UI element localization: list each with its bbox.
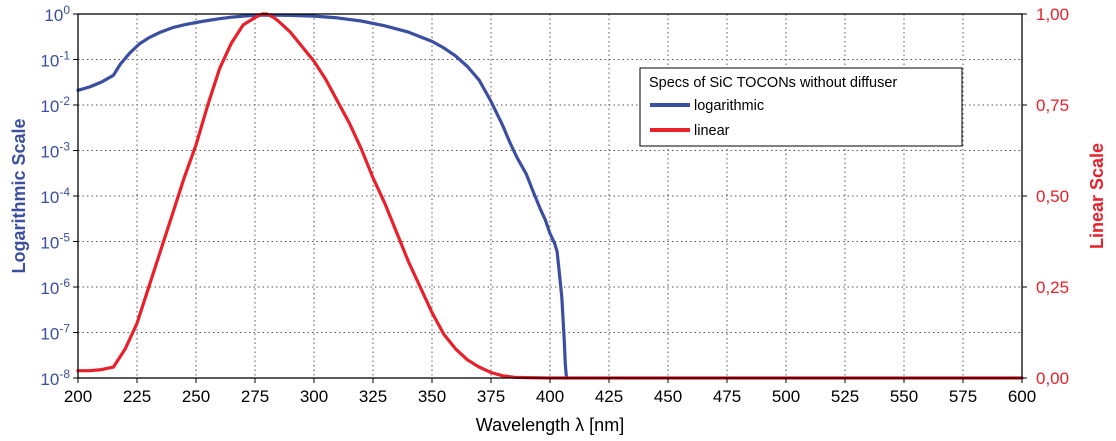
x-tick-label: 400 [536, 387, 564, 406]
x-tick-label: 375 [477, 387, 505, 406]
y-right-tick-label: 0,50 [1036, 187, 1069, 206]
y-left-tick-label: 10-8 [40, 367, 70, 389]
y-left-tick-label: 10-6 [40, 276, 70, 298]
legend-label-logarithmic: logarithmic [694, 98, 764, 114]
x-tick-label: 200 [64, 387, 92, 406]
y-left-tick-label: 100 [44, 3, 70, 25]
x-tick-label: 550 [890, 387, 918, 406]
series-line-logarithmic [76, 13, 569, 380]
legend: Specs of SiC TOCONs without diffuser log… [639, 67, 963, 147]
series-line-linear [76, 12, 1024, 380]
y-right-tick-label: 0,75 [1036, 96, 1069, 115]
x-tick-label: 250 [182, 387, 210, 406]
y-left-tick-label: 10-5 [40, 231, 70, 253]
x-axis-title: Wavelength λ [nm] [476, 415, 624, 435]
x-tick-label: 350 [418, 387, 446, 406]
y-axis-left-title: Logarithmic Scale [9, 118, 29, 273]
legend-label-linear: linear [694, 123, 730, 139]
x-tick-label: 600 [1008, 387, 1036, 406]
x-tick-label: 425 [595, 387, 623, 406]
x-tick-label: 475 [713, 387, 741, 406]
legend-title: Specs of SiC TOCONs without diffuser [649, 75, 897, 91]
x-tick-label: 225 [123, 387, 151, 406]
x-tick-label: 275 [241, 387, 269, 406]
legend-box [639, 67, 963, 147]
ticks-layer: 200 225 250 275 300 325 350 375 400 425 450 475 500 5… [40, 3, 1069, 406]
y-right-tick-label: 0,00 [1036, 369, 1069, 388]
y-right-tick-label: 1,00 [1036, 5, 1069, 24]
y-left-tick-label: 10-3 [40, 140, 70, 162]
y-left-tick-label: 10-1 [40, 49, 70, 71]
y-left-tick-label: 10-4 [40, 185, 70, 207]
x-tick-label: 575 [949, 387, 977, 406]
series-layer [76, 12, 1024, 380]
y-right-tick-label: 0,25 [1036, 278, 1069, 297]
y-left-tick-label: 10-7 [40, 322, 70, 344]
x-tick-label: 500 [772, 387, 800, 406]
y-axis-right-title: Linear Scale [1087, 143, 1107, 249]
x-tick-label: 300 [300, 387, 328, 406]
y-left-tick-label: 10-2 [40, 94, 70, 116]
x-tick-label: 525 [831, 387, 859, 406]
x-tick-label: 450 [654, 387, 682, 406]
x-tick-label: 325 [359, 387, 387, 406]
